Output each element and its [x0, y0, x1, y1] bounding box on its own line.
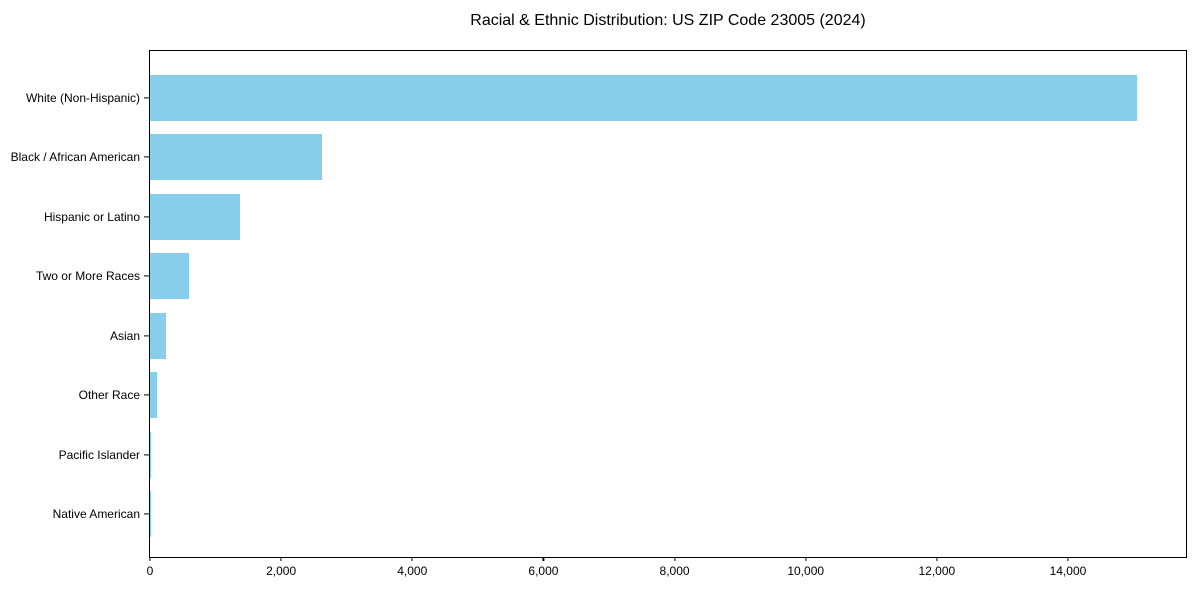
- y-tick-mark: [144, 216, 149, 218]
- bar-row: Black / African American: [11, 128, 1186, 188]
- category-label: Black / African American: [10, 150, 140, 165]
- y-tick-mark: [144, 275, 149, 277]
- bar-row: Two or More Races: [36, 247, 1186, 307]
- y-tick-mark: [144, 335, 149, 337]
- x-tick-mark: [149, 557, 151, 561]
- category-label: Two or More Races: [35, 269, 140, 284]
- bar: [150, 312, 167, 359]
- bar: [150, 253, 190, 300]
- y-tick-mark: [144, 97, 149, 99]
- y-tick-mark: [144, 394, 149, 396]
- x-tick-mark: [280, 557, 282, 561]
- y-tick-mark: [144, 156, 149, 158]
- x-tick-mark: [936, 557, 938, 561]
- bar-rows-container: White (Non-Hispanic) Black / African Amer…: [11, 68, 1186, 545]
- bar: [150, 431, 151, 478]
- bar-row: Hispanic or Latino: [44, 187, 1186, 247]
- plot-area: White (Non-Hispanic) Black / African Amer…: [11, 50, 1187, 578]
- x-tick-label: 2,000: [266, 564, 297, 578]
- x-tick-label: 6,000: [528, 564, 559, 578]
- bar: [150, 134, 322, 181]
- bar-row: Asian: [110, 306, 1186, 366]
- x-tick-mark: [1067, 557, 1069, 561]
- category-label: Other Race: [78, 388, 140, 403]
- x-tick-mark: [542, 557, 544, 561]
- x-tick-label: 14,000: [1049, 564, 1087, 578]
- x-tick-mark: [673, 557, 676, 561]
- bar-row: Native American: [53, 485, 1186, 545]
- chart-title: Racial & Ethnic Distribution: US ZIP Cod…: [470, 12, 866, 29]
- category-label: Asian: [109, 328, 140, 343]
- y-tick-mark: [144, 513, 149, 515]
- x-tick-label: 4,000: [397, 564, 428, 578]
- category-label: Native American: [52, 507, 140, 522]
- bar-row: White (Non-Hispanic): [26, 68, 1186, 128]
- x-tick-label: 0: [146, 564, 154, 578]
- x-tick-label: 12,000: [918, 564, 956, 578]
- y-tick-mark: [144, 454, 149, 456]
- bar-row: Other Race: [79, 366, 1186, 426]
- bar: [150, 193, 240, 240]
- x-tick-label: 8,000: [659, 564, 690, 578]
- bar: [150, 372, 158, 419]
- category-label: Pacific Islander: [58, 447, 140, 462]
- bar: [150, 74, 1137, 121]
- x-tick-mark: [411, 557, 413, 561]
- bar-row: Pacific Islander: [59, 425, 1186, 485]
- category-label: Hispanic or Latino: [43, 209, 140, 224]
- x-tick-label: 10,000: [787, 564, 825, 578]
- category-label: White (Non-Hispanic): [25, 90, 140, 105]
- x-tick-mark: [805, 557, 807, 561]
